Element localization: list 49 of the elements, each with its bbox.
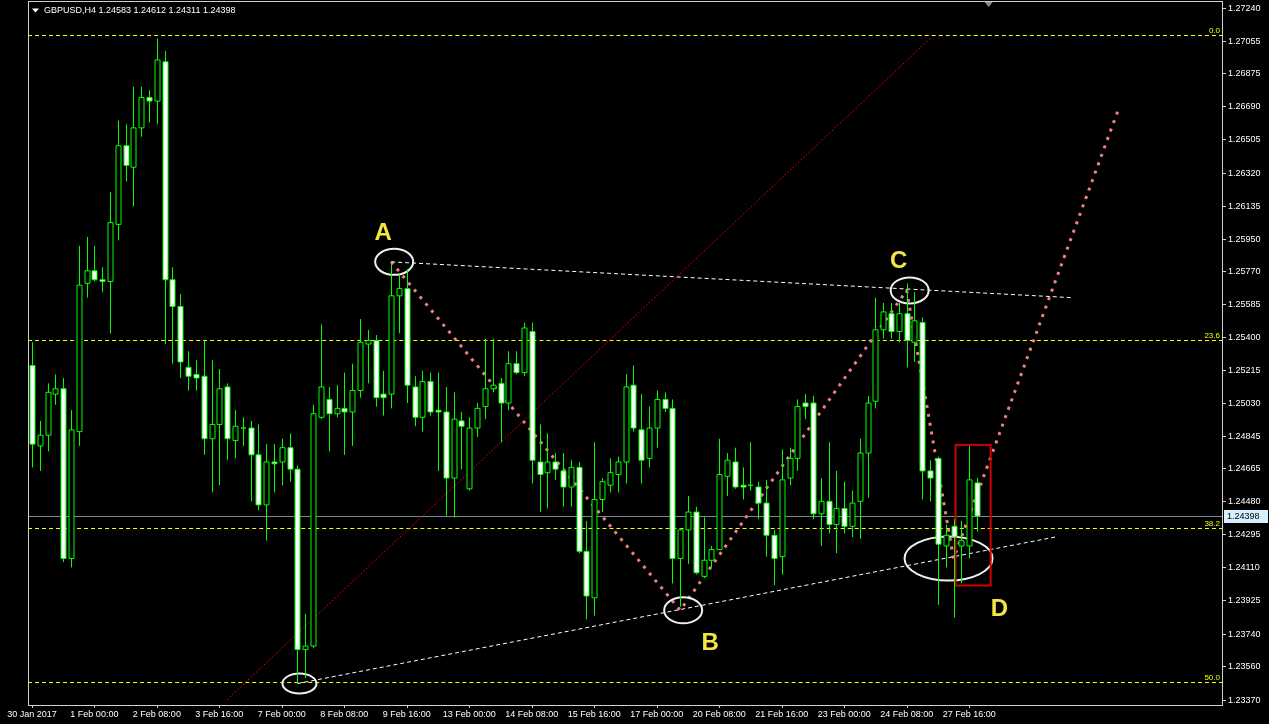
y-tick-label: 1.25030 [1228,398,1261,409]
x-tick-label: 1 Feb 00:00 [70,709,119,719]
x-tick-label: 20 Feb 08:00 [692,709,746,719]
y-tick-label: 1.23740 [1228,629,1261,640]
x-tick-label: 15 Feb 16:00 [567,709,621,719]
y-tick-label: 1.23925 [1228,595,1261,606]
annotation: 23.6 [1204,330,1221,340]
annotation: D [990,594,1009,622]
y-tick-label: 1.25400 [1228,332,1261,343]
y-tick-label: 1.23560 [1228,661,1261,672]
x-tick-label: 27 Feb 16:00 [942,709,996,719]
chart-title: GBPUSD,H4 1.24583 1.24612 1.24311 1.24398 [44,5,236,15]
y-tick-label: 1.26875 [1228,68,1261,79]
x-tick-label: 8 Feb 08:00 [320,709,369,719]
x-tick-label: 23 Feb 00:00 [817,709,871,719]
y-tick-label: 1.27055 [1228,36,1261,47]
x-tick-label: 24 Feb 08:00 [880,709,934,719]
y-tick-label: 1.26690 [1228,101,1261,112]
y-tick-label: 1.26320 [1228,168,1261,179]
y-tick-label: 1.26135 [1228,201,1261,212]
annotation: 50.0 [1204,672,1221,682]
x-tick-label: 7 Feb 00:00 [257,709,306,719]
annotation: C [890,246,908,274]
x-tick-label: 13 Feb 00:00 [442,709,496,719]
x-tick-label: 2 Feb 08:00 [132,709,181,719]
annotation: A [374,217,392,245]
y-tick-label: 1.24665 [1228,463,1261,474]
annotation: B [701,628,719,656]
y-tick-label: 1.25585 [1228,299,1261,310]
annotation: 38.2 [1204,518,1221,528]
y-tick-label: 1.24845 [1228,431,1261,442]
y-tick-label: 1.24110 [1228,562,1260,573]
x-tick-label: 14 Feb 08:00 [505,709,559,719]
annotation: 0.0 [1208,25,1221,35]
x-tick-label: 9 Feb 16:00 [382,709,431,719]
y-tick-label: 1.27240 [1228,3,1261,14]
y-tick-label: 1.26505 [1228,134,1261,145]
x-tick-label: 21 Feb 16:00 [755,709,809,719]
x-tick-label: 30 Jan 2017 [7,709,57,719]
y-tick-label: 1.23370 [1228,695,1261,706]
ref-line-label: 1.24398 [1227,511,1260,522]
y-tick-label: 1.25950 [1228,234,1261,245]
y-tick-label: 1.24480 [1228,496,1261,507]
x-tick-label: 17 Feb 00:00 [630,709,684,719]
x-tick-label: 3 Feb 16:00 [195,709,244,719]
y-tick-label: 1.25215 [1228,365,1261,376]
candlestick [240,416,247,447]
y-tick-label: 1.25770 [1228,266,1261,277]
y-tick-label: 1.24295 [1228,529,1261,540]
